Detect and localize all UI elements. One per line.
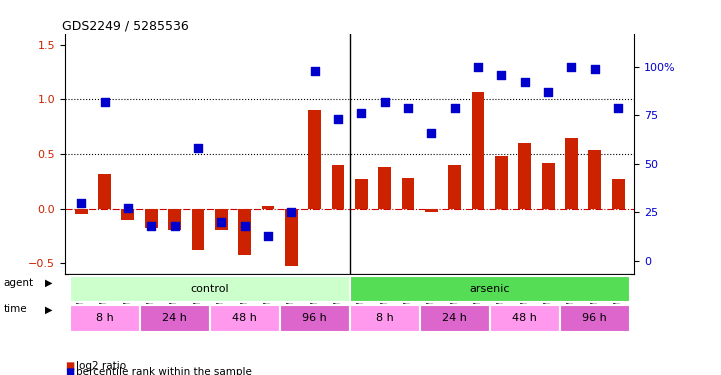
Bar — [168, 209, 181, 230]
Point — [216, 219, 227, 225]
Text: 96 h: 96 h — [583, 313, 607, 323]
Point — [146, 223, 157, 229]
Bar — [565, 138, 578, 209]
Bar — [425, 209, 438, 212]
Bar — [140, 305, 210, 332]
Bar — [280, 305, 350, 332]
Text: agent: agent — [4, 278, 34, 288]
Text: ■: ■ — [65, 367, 74, 375]
Text: time: time — [4, 304, 27, 314]
Bar — [448, 165, 461, 209]
Bar — [69, 276, 350, 302]
Text: 24 h: 24 h — [162, 313, 187, 323]
Text: 48 h: 48 h — [513, 313, 537, 323]
Bar — [98, 174, 111, 209]
Text: control: control — [190, 284, 229, 294]
Point — [309, 68, 320, 74]
Bar — [192, 209, 204, 251]
Point — [519, 79, 531, 85]
Text: 48 h: 48 h — [232, 313, 257, 323]
Bar — [420, 305, 490, 332]
Text: ■: ■ — [65, 361, 74, 370]
Bar — [490, 305, 559, 332]
Bar — [611, 179, 624, 209]
Bar — [355, 179, 368, 209]
Bar — [122, 209, 134, 220]
Bar — [588, 150, 601, 209]
Point — [566, 64, 578, 70]
Point — [612, 105, 624, 111]
Text: arsenic: arsenic — [469, 284, 510, 294]
Bar — [69, 305, 140, 332]
Point — [286, 209, 297, 215]
Bar — [350, 276, 630, 302]
Point — [169, 223, 180, 229]
Bar — [215, 209, 228, 230]
Point — [542, 89, 554, 95]
Point — [402, 105, 414, 111]
Text: log2 ratio: log2 ratio — [76, 361, 126, 370]
Point — [425, 130, 437, 136]
Text: 8 h: 8 h — [96, 313, 113, 323]
Bar — [379, 167, 391, 209]
Text: percentile rank within the sample: percentile rank within the sample — [76, 367, 252, 375]
Bar — [559, 305, 630, 332]
Point — [99, 99, 110, 105]
Bar — [262, 206, 275, 209]
Bar — [472, 92, 485, 209]
Point — [76, 200, 87, 206]
Point — [193, 145, 204, 151]
Bar — [75, 209, 88, 214]
Point — [495, 72, 507, 78]
Point — [472, 64, 484, 70]
Text: ▶: ▶ — [45, 278, 53, 288]
Bar — [285, 209, 298, 266]
Bar — [518, 143, 531, 209]
Bar — [309, 110, 321, 209]
Bar — [238, 209, 251, 255]
Bar — [210, 305, 280, 332]
Bar — [145, 209, 158, 228]
Text: 24 h: 24 h — [442, 313, 467, 323]
Point — [262, 232, 274, 238]
Text: 96 h: 96 h — [302, 313, 327, 323]
Text: ▶: ▶ — [45, 304, 53, 314]
Bar — [332, 165, 345, 209]
Bar — [495, 156, 508, 209]
Point — [332, 116, 344, 122]
Point — [449, 105, 461, 111]
Bar — [541, 163, 554, 209]
Bar — [350, 305, 420, 332]
Point — [122, 206, 133, 212]
Point — [589, 66, 601, 72]
Text: 8 h: 8 h — [376, 313, 394, 323]
Point — [239, 223, 250, 229]
Bar — [402, 178, 415, 209]
Point — [379, 99, 391, 105]
Text: GDS2249 / 5285536: GDS2249 / 5285536 — [62, 20, 189, 33]
Point — [355, 110, 367, 116]
